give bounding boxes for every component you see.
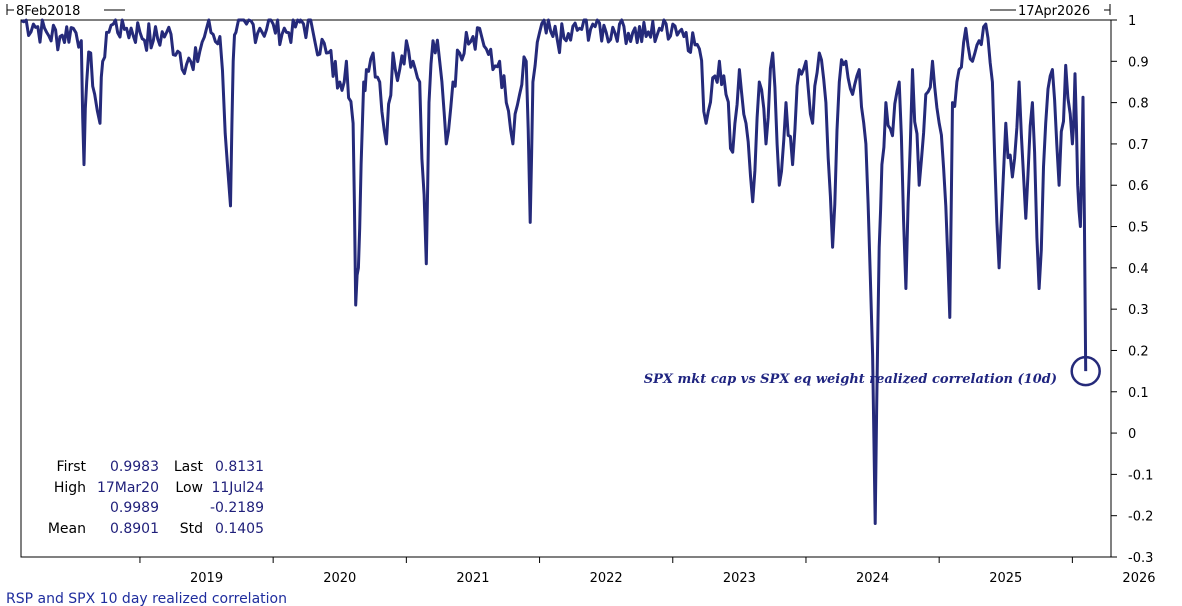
stat-low-date: 11Jul24 [211, 480, 264, 496]
stats-box: First 0.9983 Last 0.8131 High 17Mar20 Lo… [48, 459, 264, 537]
y-tick-label: 0 [1128, 427, 1136, 442]
range-start-label: 8Feb2018 [16, 4, 80, 19]
stat-mean-label: Mean [48, 521, 86, 537]
range-end-label: 17Apr2026 [1018, 4, 1090, 19]
stat-high-label: High [54, 480, 86, 496]
correlation-series-line [20, 18, 1088, 525]
x-tick-label: 2021 [456, 571, 489, 586]
x-axis: 2019 2020 2021 2022 2023 2024 2025 2026 [139, 557, 1156, 586]
x-tick-label: 2020 [323, 571, 356, 586]
y-tick-label: 0.7 [1128, 138, 1149, 153]
stat-last-label: Last [174, 459, 204, 475]
y-tick-label: 0.2 [1128, 344, 1149, 359]
stat-last-value: 0.8131 [215, 459, 264, 475]
chart-caption: RSP and SPX 10 day realized correlation [6, 591, 287, 606]
y-axis: 1 0.9 0.8 0.7 0.6 0.5 0.4 0.3 0.2 0.1 0 -0.1 -0.2 -0.… [1111, 14, 1153, 566]
series-annotation: SPX mkt cap vs SPX eq weight realized co… [644, 372, 1057, 387]
y-tick-label: 0.4 [1128, 262, 1149, 277]
y-tick-label: 0.3 [1128, 303, 1149, 318]
stat-std-value: 0.1405 [215, 521, 264, 537]
stat-std-label: Std [180, 521, 203, 537]
latest-value-circle [1070, 355, 1101, 387]
x-tick-label: 2025 [989, 571, 1022, 586]
y-tick-label: -0.2 [1128, 510, 1153, 525]
y-tick-label: 0.5 [1128, 221, 1149, 236]
stat-high-date: 17Mar20 [97, 480, 159, 496]
x-tick-label: 2023 [723, 571, 756, 586]
plot-area [20, 19, 1112, 558]
y-tick-label: 0.8 [1128, 97, 1149, 112]
y-tick-label: 1 [1128, 14, 1136, 29]
stat-first-value: 0.9983 [110, 459, 159, 475]
y-tick-label: -0.3 [1128, 551, 1153, 566]
y-tick-label: 0.9 [1128, 55, 1149, 70]
y-tick-label: -0.1 [1128, 468, 1153, 483]
stat-high-value: 0.9989 [110, 500, 159, 516]
x-tick-label: 2022 [590, 571, 623, 586]
range-header: 8Feb2018 17Apr2026 [6, 4, 1111, 19]
y-tick-label: 0.6 [1128, 179, 1149, 194]
stat-first-label: First [57, 459, 87, 475]
stat-low-label: Low [175, 480, 203, 496]
x-tick-label: 2019 [190, 571, 223, 586]
x-tick-label: 2024 [856, 571, 889, 586]
y-tick-label: 0.1 [1128, 386, 1149, 401]
stat-low-value: -0.2189 [210, 500, 264, 516]
x-tick-label: 2026 [1122, 571, 1155, 586]
stat-mean-value: 0.8901 [110, 521, 159, 537]
